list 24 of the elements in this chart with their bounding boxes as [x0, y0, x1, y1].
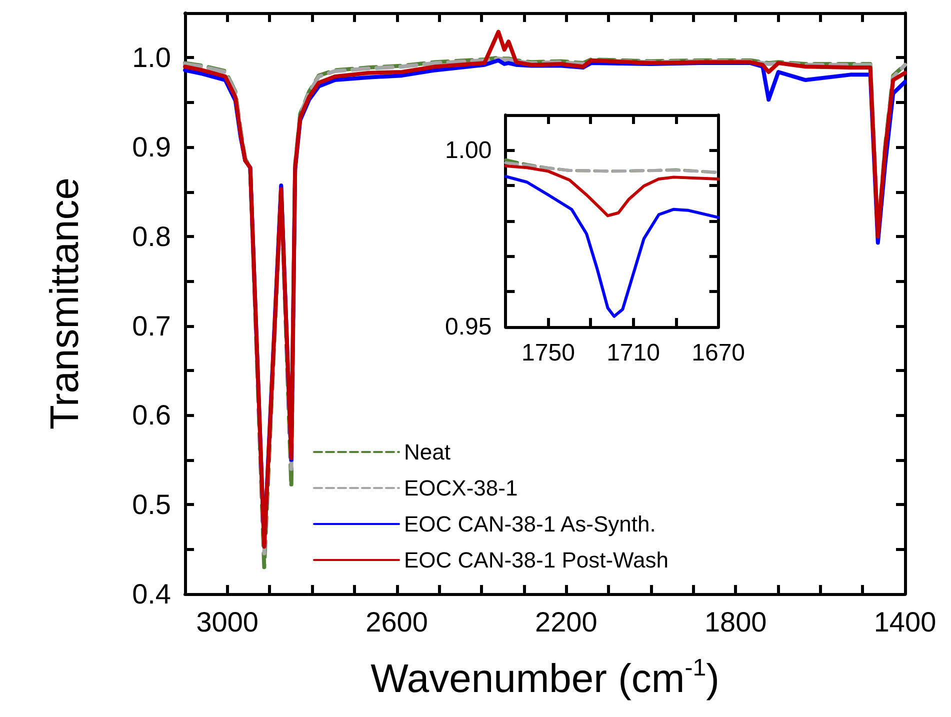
y-tick-label: 0.8 [132, 220, 171, 252]
x-tick-label: 2600 [366, 606, 428, 638]
x-tick-label: 2200 [535, 606, 598, 638]
line-series [504, 174, 720, 318]
line-series [504, 164, 720, 218]
y-axis-title: Transmittance [43, 178, 87, 430]
x-tick-label: 1670 [692, 340, 745, 366]
legend-label: EOC CAN-38-1 As-Synth. [404, 512, 656, 536]
x-tick-label: 1710 [606, 340, 660, 366]
x-tick-label: 3000 [196, 606, 258, 638]
x-tick-label: 1800 [704, 606, 767, 638]
y-tick-label: 0.95 [444, 314, 492, 340]
legend-label: EOC CAN-38-1 Post-Wash [404, 548, 668, 572]
x-tick-label: 1750 [522, 340, 575, 366]
legend-label: EOCX-38-1 [404, 476, 518, 500]
x-tick-label: 1400 [874, 606, 936, 638]
y-tick-label: 0.7 [132, 310, 171, 342]
y-tick-label: 0.6 [132, 400, 171, 431]
legend-label: Neat [404, 440, 450, 464]
y-tick-label: 1.00 [444, 136, 492, 164]
y-tick-label: 1.0 [132, 42, 171, 74]
y-tick-label: 0.5 [132, 489, 171, 520]
y-tick-label: 0.9 [132, 132, 171, 163]
y-tick-label: 0.4 [132, 578, 171, 610]
